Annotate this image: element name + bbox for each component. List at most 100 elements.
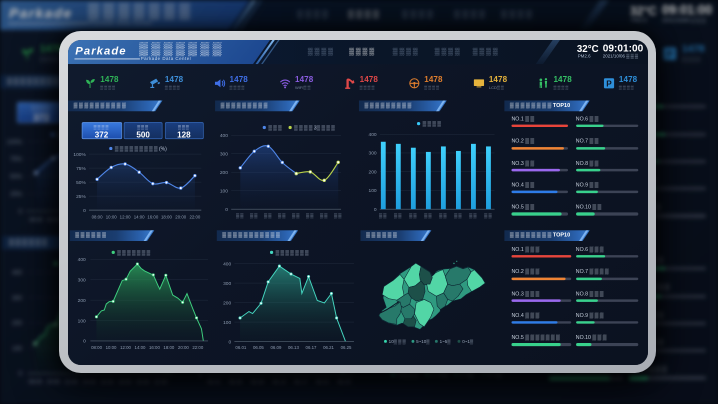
svg-text:12:00: 12:00	[120, 344, 131, 349]
svg-text:P: P	[606, 79, 612, 88]
svg-text:06.17: 06.17	[305, 344, 316, 349]
svg-text:400: 400	[223, 261, 231, 267]
svg-text:300: 300	[368, 150, 376, 156]
svg-text:▒▒▒▒3▒▒▒▒: ▒▒▒▒3▒▒▒▒	[294, 124, 336, 131]
svg-text:100: 100	[223, 319, 231, 325]
svg-text:06.13: 06.13	[288, 344, 299, 349]
svg-text:200: 200	[12, 321, 23, 327]
svg-text:08:00: 08:00	[91, 344, 102, 349]
svg-text:▒▒: ▒▒	[292, 212, 301, 217]
svg-text:400: 400	[368, 132, 376, 138]
svg-text:20:00: 20:00	[136, 380, 150, 386]
svg-text:14:00: 14:00	[133, 214, 144, 219]
svg-text:06.17: 06.17	[294, 380, 308, 386]
svg-text:0: 0	[19, 209, 23, 215]
svg-text:5~10▒: 5~10▒	[416, 339, 431, 345]
svg-text:0: 0	[228, 339, 231, 345]
svg-text:14:00: 14:00	[134, 344, 145, 349]
svg-text:100: 100	[219, 188, 227, 194]
svg-text:10▒▒▒: 10▒▒▒	[388, 339, 406, 345]
svg-text:06.05: 06.05	[252, 344, 263, 349]
svg-text:400: 400	[219, 133, 227, 139]
svg-text:06.25: 06.25	[340, 344, 351, 349]
svg-text:18:00: 18:00	[161, 214, 172, 219]
svg-text:▒▒▒▒: ▒▒▒▒	[422, 120, 442, 127]
svg-text:0: 0	[199, 373, 203, 379]
svg-text:10:00: 10:00	[105, 214, 116, 219]
svg-text:06.05: 06.05	[229, 380, 243, 386]
svg-text:100%: 100%	[7, 140, 23, 146]
svg-text:16:00: 16:00	[148, 344, 159, 349]
svg-text:200: 200	[368, 169, 376, 175]
svg-text:▒▒▒: ▒▒▒	[268, 124, 283, 131]
svg-text:20:00: 20:00	[175, 214, 186, 219]
svg-text:08:00: 08:00	[29, 380, 43, 386]
svg-text:100: 100	[12, 346, 23, 352]
svg-text:▒▒: ▒▒	[305, 212, 314, 217]
svg-text:16:00: 16:00	[100, 380, 114, 386]
svg-text:25%: 25%	[76, 193, 86, 199]
svg-text:1~5▒: 1~5▒	[439, 339, 451, 345]
svg-text:10:00: 10:00	[47, 218, 61, 224]
svg-text:▒▒: ▒▒	[424, 212, 433, 217]
svg-text:0: 0	[83, 338, 86, 344]
svg-text:0: 0	[19, 372, 23, 378]
svg-text:300: 300	[219, 151, 227, 157]
svg-text:5~10▒: 5~10▒	[431, 371, 449, 378]
svg-text:06.21: 06.21	[316, 380, 330, 386]
svg-text:0: 0	[83, 207, 86, 213]
svg-text:16:00: 16:00	[147, 214, 158, 219]
svg-text:▒▒: ▒▒	[236, 212, 245, 217]
svg-text:0~1▒: 0~1▒	[462, 339, 474, 345]
svg-text:50%: 50%	[10, 175, 23, 181]
svg-text:P: P	[666, 50, 673, 61]
svg-text:300: 300	[77, 277, 85, 283]
svg-text:▒▒: ▒▒	[319, 212, 328, 217]
svg-text:06.09: 06.09	[251, 380, 265, 386]
svg-text:▒▒: ▒▒	[469, 212, 478, 217]
svg-text:▒▒▒▒▒▒▒: ▒▒▒▒▒▒▒	[117, 249, 151, 256]
svg-text:06.01: 06.01	[235, 344, 246, 349]
svg-text:10▒▒▒: 10▒▒▒	[397, 371, 420, 378]
svg-text:06.25: 06.25	[337, 380, 351, 386]
svg-text:100%: 100%	[73, 151, 86, 157]
svg-text:200: 200	[77, 297, 85, 303]
svg-text:0: 0	[225, 206, 228, 212]
svg-text:▒▒: ▒▒	[250, 212, 259, 217]
svg-text:▒▒: ▒▒	[439, 212, 448, 217]
svg-text:▒▒: ▒▒	[454, 212, 463, 217]
svg-text:▒▒: ▒▒	[394, 212, 403, 217]
svg-text:400: 400	[77, 257, 85, 263]
svg-text:▒▒: ▒▒	[409, 212, 418, 217]
svg-text:22:00: 22:00	[192, 344, 203, 349]
svg-text:100: 100	[77, 318, 85, 324]
svg-text:▒▒▒▒▒▒▒▒▒(%): ▒▒▒▒▒▒▒▒▒(%)	[114, 145, 166, 152]
svg-text:300: 300	[12, 296, 23, 302]
svg-text:10:00: 10:00	[105, 344, 116, 349]
svg-text:08:00: 08:00	[91, 214, 102, 219]
svg-text:50%: 50%	[76, 179, 86, 185]
svg-text:20:00: 20:00	[177, 344, 188, 349]
svg-text:▒▒: ▒▒	[263, 212, 272, 217]
svg-text:18:00: 18:00	[118, 380, 132, 386]
svg-text:12:00: 12:00	[119, 214, 130, 219]
svg-text:0~1▒: 0~1▒	[488, 371, 503, 378]
svg-text:▒▒: ▒▒	[278, 212, 287, 217]
svg-text:100: 100	[368, 188, 376, 194]
svg-text:25%: 25%	[10, 192, 23, 198]
svg-text:22:00: 22:00	[189, 214, 200, 219]
svg-text:▒▒: ▒▒	[333, 212, 342, 217]
svg-text:▒▒: ▒▒	[484, 212, 493, 217]
svg-text:06.01: 06.01	[207, 380, 221, 386]
svg-text:18:00: 18:00	[163, 344, 174, 349]
svg-text:06.13: 06.13	[272, 380, 286, 386]
svg-text:08:00: 08:00	[29, 218, 43, 224]
svg-text:75%: 75%	[76, 165, 86, 171]
svg-text:200: 200	[223, 300, 231, 306]
svg-text:▒▒: ▒▒	[379, 212, 388, 217]
svg-text:75%: 75%	[10, 157, 23, 163]
svg-text:14:00: 14:00	[82, 380, 96, 386]
svg-text:10:00: 10:00	[47, 380, 61, 386]
svg-text:200: 200	[219, 169, 227, 175]
svg-text:400: 400	[12, 271, 23, 277]
